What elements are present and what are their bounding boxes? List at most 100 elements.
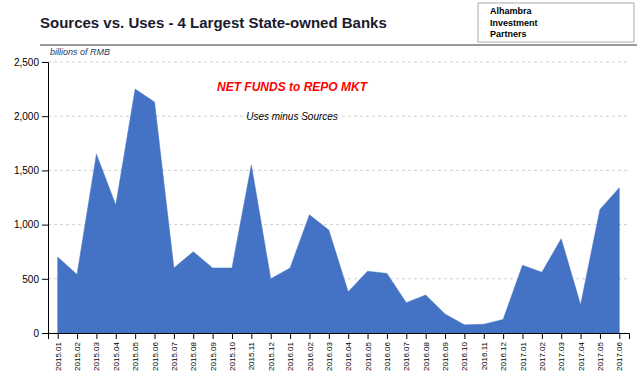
x-tick-label: 2016.09 (441, 341, 450, 370)
y-tick-mark (42, 116, 48, 117)
x-tick-mark (406, 333, 407, 339)
annotation: billions of RMB (50, 47, 110, 57)
x-tick: 2016.04 (344, 333, 353, 371)
axis-domain (42, 63, 49, 334)
grid (48, 62, 629, 333)
x-tick-label: 2017.03 (557, 341, 566, 370)
x-tick-label: 2016.01 (286, 341, 295, 370)
x-tick: 2015.11 (247, 333, 256, 370)
logo-box (478, 3, 634, 42)
x-tick-label: 2017.01 (519, 341, 528, 370)
x-tick-label: 2016.02 (306, 341, 315, 370)
axis-domain (49, 334, 630, 340)
y-tick: 500 (22, 274, 48, 285)
x-tick-mark (600, 333, 601, 339)
x-tick: 2016.05 (364, 333, 373, 371)
x-tick: 2015.06 (151, 333, 160, 371)
x-tick-label: 2017.02 (538, 341, 547, 370)
x-tick-mark (581, 333, 582, 339)
x-tick-label: 2015.08 (189, 341, 198, 370)
x-tick: 2015.01 (54, 333, 63, 371)
marks (58, 89, 620, 333)
x-tick-label: 2016.11 (480, 341, 489, 370)
x-tick-label: 2016.10 (460, 341, 469, 370)
chart-title: Sources vs. Uses - 4 Largest State-owned… (40, 14, 387, 31)
x-tick-mark (96, 333, 97, 339)
logo-text: Partners (490, 29, 527, 39)
x-tick-mark (213, 333, 214, 339)
y-tick: 0 (33, 328, 48, 339)
x-tick-mark (561, 333, 562, 339)
y-tick: 1,000 (14, 219, 48, 230)
x-tick-mark (503, 333, 504, 339)
x-tick: 2016.06 (383, 333, 392, 371)
x-tick-mark (77, 333, 78, 339)
x-tick: 2016.12 (499, 333, 508, 371)
y-tick: 2,500 (14, 57, 48, 68)
x-tick-label: 2015.06 (151, 341, 160, 370)
x-tick-mark (155, 333, 156, 339)
title-rule (40, 45, 637, 46)
x-tick-mark (174, 333, 175, 339)
x-tick-label: 2015.10 (228, 341, 237, 370)
x-tick-mark (290, 333, 291, 339)
x-tick-label: 2016.04 (344, 341, 353, 370)
chart-container: Sources vs. Uses - 4 Largest State-owned… (0, 0, 641, 381)
x-tick-label: 2017.04 (577, 341, 586, 370)
x-tick-mark (116, 333, 117, 339)
x-tick-mark (445, 333, 446, 339)
x-tick: 2016.07 (402, 333, 411, 371)
x-tick-label: 2016.05 (364, 341, 373, 370)
y-tick-label: 1,500 (14, 165, 39, 176)
x-tick-mark (619, 333, 620, 339)
logo-text: Alhambra (490, 6, 533, 16)
annotation: NET FUNDS to REPO MKT (217, 80, 369, 94)
x-tick-label: 2015.09 (209, 341, 218, 370)
x-tick-label: 2015.02 (73, 341, 82, 370)
x-tick-label: 2016.12 (499, 341, 508, 370)
y-tick-mark (42, 279, 48, 280)
x-tick-label: 2015.11 (247, 341, 256, 370)
x-tick-mark (309, 333, 310, 339)
x-tick-mark (58, 333, 59, 339)
x-tick: 2015.10 (228, 333, 237, 371)
x-tick: 2015.07 (170, 333, 179, 371)
x-tick: 2015.08 (189, 333, 198, 371)
y-tick-label: 1,000 (14, 219, 39, 230)
grid-line (48, 62, 629, 63)
x-tick-mark (368, 333, 369, 339)
x-tick-label: 2015.07 (170, 341, 179, 370)
x-tick: 2017.02 (538, 333, 547, 371)
x-tick: 2017.04 (577, 333, 586, 371)
x-tick-mark (542, 333, 543, 339)
logo-text: Investment (490, 18, 538, 28)
x-tick-label: 2015.03 (92, 341, 101, 370)
x-tick: 2015.02 (73, 333, 82, 371)
annotation: Uses minus Sources (246, 111, 338, 122)
x-tick: 2017.01 (519, 333, 528, 371)
x-tick: 2015.05 (131, 333, 140, 371)
x-tick: 2017.05 (596, 333, 605, 371)
y-tick-label: 0 (33, 328, 39, 339)
x-tick: 2016.08 (422, 333, 431, 371)
y-tick-mark (42, 225, 48, 226)
x-tick-mark (522, 333, 523, 339)
chart-svg: Sources vs. Uses - 4 Largest State-owned… (0, 0, 641, 381)
logo: Alhambra InvestmentPartners (478, 3, 634, 42)
y-tick-mark (42, 62, 48, 63)
x-tick: 2016.02 (306, 333, 315, 371)
x-tick-mark (271, 333, 272, 339)
y-tick: 1,500 (14, 165, 48, 176)
x-tick-mark (387, 333, 388, 339)
x-tick-mark (348, 333, 349, 339)
x-axis: 2015.01 2015.02 2015.03 2015.04 2015.05 2015.… (49, 333, 630, 371)
plot: 05001,0001,5002,0002,5002015.012015.0220… (14, 47, 630, 371)
x-tick-label: 2016.08 (422, 341, 431, 370)
x-tick: 2015.04 (112, 333, 121, 371)
x-tick: 2015.03 (92, 333, 101, 371)
x-tick-mark (329, 333, 330, 339)
x-tick-mark (232, 333, 233, 339)
x-tick-mark (426, 333, 427, 339)
x-tick: 2016.10 (460, 333, 469, 371)
x-tick: 2016.01 (286, 333, 295, 371)
